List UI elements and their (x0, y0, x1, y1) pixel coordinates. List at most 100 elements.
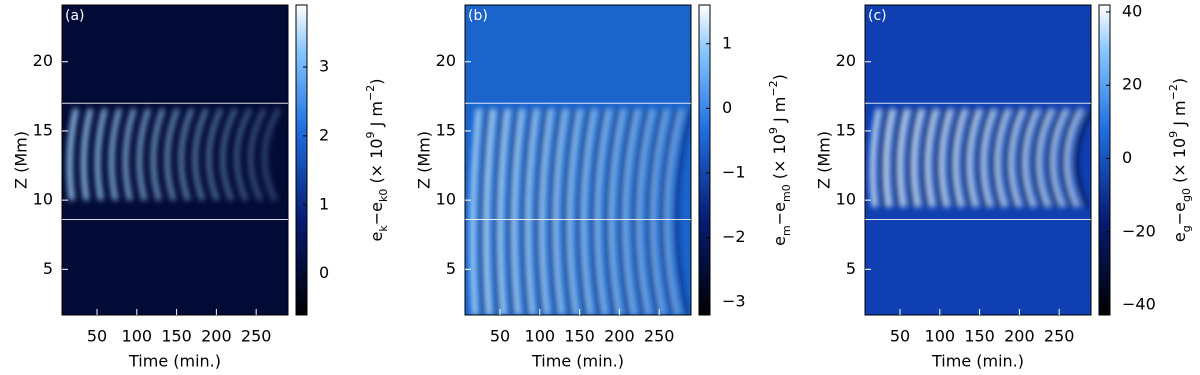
y-tick-label: 15 (436, 120, 456, 139)
colorbar-title-part: ) (1170, 78, 1189, 84)
colorbar-tick-label: −20 (1122, 221, 1156, 240)
x-axis-title: Time (min.) (128, 352, 221, 371)
wave-crest (220, 107, 238, 202)
y-axis-title: Z (Mm) (415, 131, 434, 189)
heatmap-texture (470, 108, 691, 315)
colorbar-tick-label: 2 (319, 125, 329, 144)
colorbar-title: eg−eg0 (× 109 J m−2) (1167, 78, 1193, 242)
wave-trough (893, 108, 905, 208)
panel-label: (c) (868, 8, 887, 24)
colorbar-title-part: −2 (767, 80, 780, 96)
wave-crest (109, 108, 122, 201)
wave-crest (1023, 107, 1041, 208)
colorbar-title-part: −e (367, 202, 386, 225)
x-tick-label: 250 (644, 327, 675, 346)
y-tick-label: 5 (43, 259, 53, 278)
wave-crest (939, 108, 954, 208)
colorbar-title-part: e (770, 236, 789, 246)
colorbar-tick-label: 1 (722, 33, 732, 52)
wave-crest (164, 107, 180, 201)
wave-crest (470, 108, 482, 315)
x-axis-title: Time (min.) (531, 352, 624, 371)
wave-trough (632, 108, 650, 315)
wave-trough (935, 108, 948, 208)
colorbar-title-part: (× 10 (367, 138, 386, 188)
wave-trough (493, 108, 505, 315)
y-tick-label: 5 (446, 259, 456, 278)
wave-trough (907, 108, 919, 208)
wave-crest (484, 108, 496, 315)
wave-crest (178, 107, 195, 201)
heatmap-field (62, 5, 288, 315)
wave-crest (234, 107, 253, 202)
wave-crest (581, 108, 598, 315)
wave-crest (192, 107, 209, 201)
wave-crest (981, 107, 998, 208)
heatmap-texture (67, 107, 282, 202)
x-tick-label: 200 (1004, 327, 1035, 346)
x-tick-label: 250 (1044, 327, 1075, 346)
wave-trough (949, 108, 963, 208)
wave-crest (953, 107, 969, 208)
wave-crest (567, 108, 583, 315)
heatmap-texture (870, 107, 1091, 209)
wave-trough (963, 108, 977, 208)
colorbar-title-part: ) (770, 74, 789, 80)
x-tick-label: 50 (490, 327, 510, 346)
wave-trough (535, 108, 548, 315)
wave-crest (150, 107, 166, 201)
wave-trough (563, 108, 577, 315)
wave-trough (1046, 107, 1064, 208)
x-tick-label: 100 (925, 327, 956, 346)
x-tick-label: 150 (564, 327, 595, 346)
wave-trough (605, 108, 621, 315)
y-tick-label: 10 (33, 190, 53, 209)
wave-crest (595, 108, 612, 315)
wave-crest (67, 108, 79, 201)
colorbar-title-part: −e (770, 202, 789, 225)
colorbar-title-part: 9 (1167, 131, 1180, 138)
colorbar-title-part: J m (770, 97, 789, 127)
colorbar-title-part: k (377, 225, 390, 232)
wave-crest (525, 108, 540, 315)
wave-crest (637, 108, 656, 315)
wave-crest (122, 108, 137, 201)
wave-crest (136, 107, 151, 201)
colorbar-title-part: −2 (1167, 84, 1180, 100)
colorbar-title: em−em0 (× 109 J m−2) (767, 74, 793, 246)
plot-frame (464, 4, 692, 316)
panel-label: (a) (65, 8, 85, 24)
colorbar-tick-label: −40 (1122, 295, 1156, 314)
wave-crest (81, 108, 93, 201)
colorbar-title-part: k0 (377, 189, 390, 202)
wave-trough (479, 108, 490, 315)
colorbar-title-part: (× 10 (770, 134, 789, 184)
y-axis-title: Z (Mm) (12, 131, 31, 189)
colorbar-title-part: e (1170, 232, 1189, 242)
wave-crest (1051, 107, 1070, 209)
y-axis-title: Z (Mm) (815, 131, 834, 189)
x-axis-title: Time (min.) (931, 352, 1024, 371)
x-tick-label: 200 (201, 327, 232, 346)
wave-crest (925, 108, 940, 208)
wave-crest (1037, 107, 1056, 209)
wave-trough (660, 108, 679, 315)
y-tick-label: 15 (33, 120, 53, 139)
wave-trough (591, 108, 606, 315)
y-tick-label: 20 (33, 51, 53, 70)
wave-trough (921, 108, 934, 208)
colorbar-title-part: −2 (364, 85, 377, 101)
wave-crest (651, 108, 670, 315)
wave-crest (206, 107, 224, 202)
y-tick-label: 10 (836, 190, 856, 209)
wave-trough (1060, 107, 1079, 208)
colorbar-tick-label: 0 (319, 263, 329, 282)
colorbar-tick-label: 0 (722, 98, 732, 117)
wave-crest (1009, 107, 1027, 208)
wave-trough (879, 108, 890, 208)
wave-crest (262, 107, 282, 202)
y-tick-label: 5 (846, 259, 856, 278)
wave-trough (1074, 107, 1091, 208)
